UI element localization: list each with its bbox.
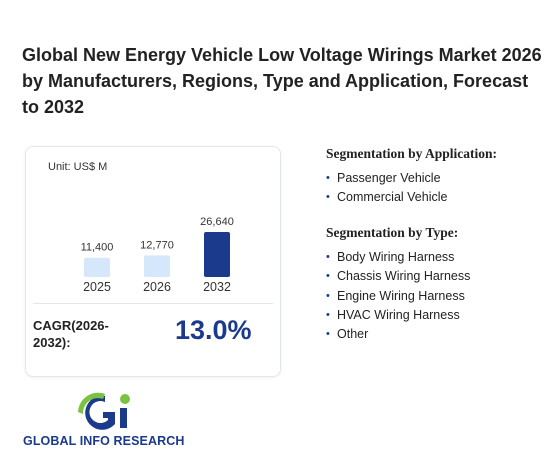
value-label: 11,400 [81, 242, 114, 254]
cagr-label: CAGR(2026-2032): [33, 318, 109, 350]
logo-mark [78, 392, 130, 430]
value-label: 12,770 [140, 239, 174, 251]
list-item: Engine Wiring Harness [326, 287, 470, 307]
bar [144, 255, 170, 277]
chart-card [25, 146, 281, 377]
segment-heading: Segmentation by Application: [326, 146, 498, 161]
cagr-value: 13.0% [175, 315, 252, 345]
list-item: Passenger Vehicle [326, 169, 447, 189]
list-item: Chassis Wiring Harness [326, 267, 470, 287]
list-item: Other [326, 325, 470, 345]
list-item: Body Wiring Harness [326, 248, 470, 268]
application-list: Passenger VehicleCommercial Vehicle [326, 169, 447, 208]
bar [84, 257, 110, 277]
x-tick-label: 2025 [83, 280, 111, 294]
x-tick-label: 2026 [143, 280, 171, 294]
logo-text: GLOBAL INFO RESEARCH [23, 434, 185, 448]
list-item: Commercial Vehicle [326, 188, 447, 208]
divider [33, 303, 273, 304]
type-list: Body Wiring HarnessChassis Wiring Harnes… [326, 248, 470, 345]
value-label: 26,640 [200, 216, 234, 228]
list-item: HVAC Wiring Harness [326, 306, 470, 326]
report-title: Global New Energy Vehicle Low Voltage Wi… [22, 45, 542, 117]
x-tick-label: 2032 [203, 280, 231, 294]
bar-chart: 11,400 2025 12,770 2026 26,640 2032 [81, 216, 234, 294]
bar [204, 232, 230, 277]
segment-heading: Segmentation by Type: [326, 225, 459, 240]
unit-label: Unit: US$ M [48, 161, 108, 173]
